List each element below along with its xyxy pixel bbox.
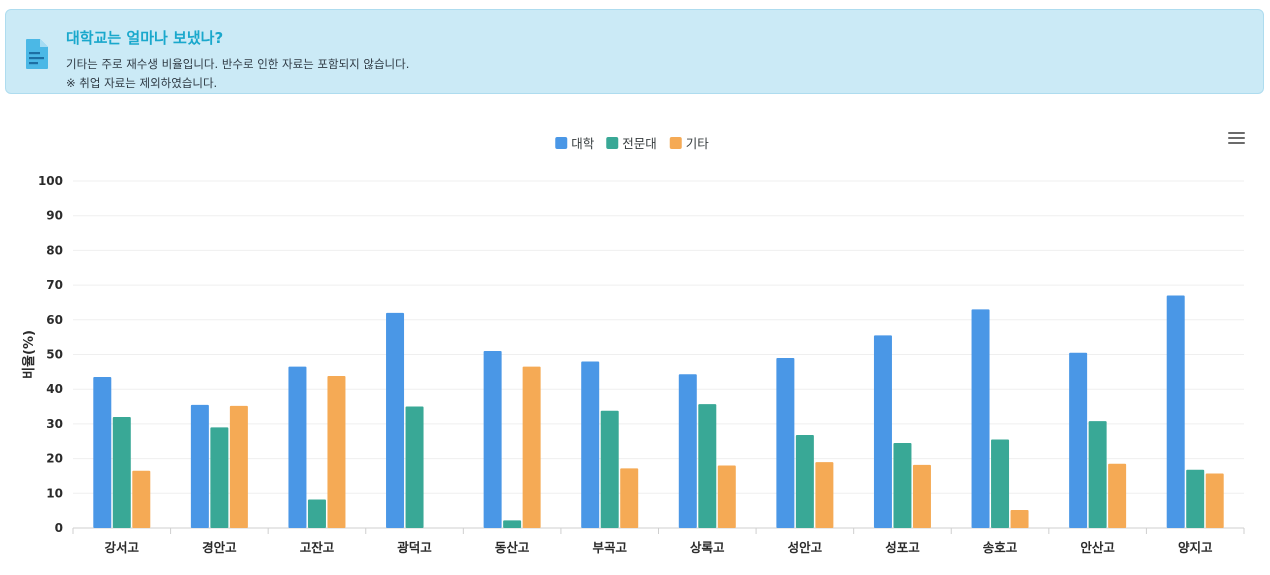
y-tick-label: 0	[55, 521, 63, 535]
info-alert: 대학교는 얼마나 보냈나? 기타는 주로 재수생 비율입니다. 반수로 인한 자…	[5, 9, 1264, 94]
bar-2	[893, 442, 912, 528]
alert-title: 대학교는 얼마나 보냈나?	[66, 29, 224, 47]
bar-2	[600, 410, 619, 528]
bar-2	[991, 439, 1010, 528]
bar-2	[307, 499, 326, 528]
y-tick-label: 50	[46, 348, 63, 362]
legend-label: 대학	[571, 136, 595, 151]
bar-3	[1108, 463, 1127, 528]
y-tick-label: 90	[46, 209, 63, 223]
bar-1	[678, 374, 697, 528]
bar-1	[483, 351, 502, 528]
y-tick-label: 100	[38, 174, 63, 188]
legend-marker	[669, 137, 682, 149]
x-tick-label: 성안고	[788, 540, 823, 555]
bar-2	[698, 404, 717, 528]
bar-2	[795, 435, 814, 528]
bar-2	[1186, 469, 1205, 528]
x-tick-label: 부곡고	[592, 540, 627, 555]
bar-2	[503, 520, 522, 528]
bar-1	[1069, 352, 1088, 528]
y-tick-label: 30	[46, 417, 63, 431]
bar-1	[581, 361, 600, 528]
y-tick-label: 10	[46, 486, 63, 500]
legend-label: 기타	[686, 136, 710, 151]
chart-container: 0 10 20 30 40 50 60 70 80 90 100 비율(%) 강서고 경안고 고잔고 광덕고 동…	[0, 120, 1270, 571]
y-tick-label: 20	[46, 452, 63, 466]
bar-2	[210, 427, 229, 528]
bar-3	[912, 464, 931, 528]
alert-note: ※ 취업 자료는 제외하였습니다.	[66, 76, 218, 90]
x-tick-label: 성포고	[885, 540, 920, 555]
y-tick-label: 40	[46, 382, 63, 396]
y-tick-label: 70	[46, 278, 63, 292]
bar-3	[327, 376, 346, 528]
x-tick-label: 광덕고	[397, 540, 432, 555]
bar-1	[873, 335, 892, 528]
x-tick-label: 상록고	[690, 540, 725, 555]
bar-chart: 0 10 20 30 40 50 60 70 80 90 100 비율(%) 강서고 경안고 고잔고 광덕고 동…	[21, 136, 1245, 555]
bar-3	[717, 465, 736, 528]
y-tick-label: 60	[46, 313, 63, 327]
x-tick-label: 양지고	[1178, 540, 1213, 555]
bar-3	[132, 470, 151, 528]
bar-3	[1010, 509, 1029, 528]
y-tick-label: 80	[46, 243, 63, 257]
x-tick-label: 안산고	[1080, 540, 1115, 555]
bar-2	[1088, 421, 1107, 528]
bar-1	[971, 309, 990, 528]
x-tick-label: 경안고	[202, 540, 237, 555]
bar-3	[620, 468, 639, 528]
bar-1	[1166, 295, 1185, 528]
bar-3	[815, 462, 834, 528]
bar-1	[386, 312, 405, 528]
bar-2	[112, 416, 131, 528]
bar-3	[522, 366, 541, 528]
legend-marker	[555, 137, 568, 149]
bar-1	[93, 377, 112, 528]
bar-2	[405, 406, 424, 528]
x-tick-label: 동산고	[495, 540, 530, 555]
legend-label: 전문대	[622, 136, 657, 151]
x-tick-label: 강서고	[105, 540, 140, 555]
legend-marker	[606, 137, 619, 149]
alert-description: 기타는 주로 재수생 비율입니다. 반수로 인한 자료는 포함되지 않습니다.	[66, 57, 410, 71]
document-icon	[26, 39, 48, 69]
x-tick-label: 송호고	[983, 540, 1018, 555]
bar-1	[776, 357, 795, 528]
x-tick-label: 고잔고	[300, 540, 335, 555]
bar-3	[229, 405, 248, 528]
hamburger-menu-icon[interactable]	[1228, 132, 1245, 146]
y-axis-label: 비율(%)	[21, 330, 37, 379]
bar-1	[190, 404, 209, 528]
bar-3	[1205, 473, 1224, 528]
bar-1	[288, 366, 307, 528]
